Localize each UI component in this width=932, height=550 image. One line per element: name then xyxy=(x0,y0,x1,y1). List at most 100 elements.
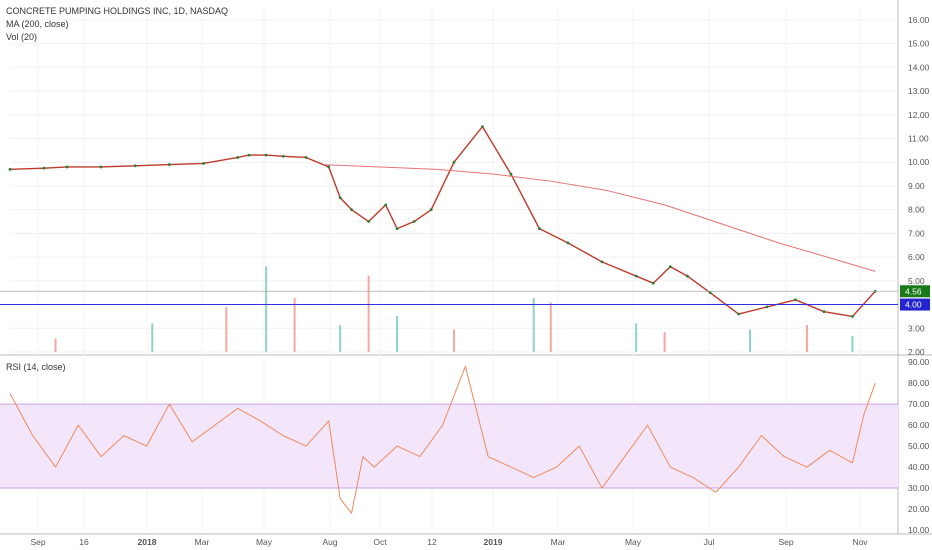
x-tick-label: Jul xyxy=(704,537,715,547)
price-point xyxy=(133,164,137,168)
ma-200-line xyxy=(323,164,876,272)
volume-bars xyxy=(54,266,854,352)
volume-bar xyxy=(54,338,57,352)
price-point xyxy=(327,165,331,169)
price-tick-label: 12.00 xyxy=(908,110,930,120)
price-point xyxy=(822,310,826,314)
volume-bar xyxy=(265,266,268,352)
price-tick-label: 5.00 xyxy=(908,276,925,286)
price-point xyxy=(264,153,268,157)
rsi-tick-label: 10.00 xyxy=(908,525,930,535)
price-point xyxy=(367,220,371,223)
x-tick-label: Oct xyxy=(373,537,387,547)
price-point xyxy=(247,153,251,157)
price-tick-label: 16.00 xyxy=(908,15,930,25)
volume-bar xyxy=(663,332,666,352)
x-tick-label: Mar xyxy=(195,537,210,547)
price-tick-label: 6.00 xyxy=(908,252,925,262)
price-tick-label: 15.00 xyxy=(908,39,930,49)
rsi-tick-label: 90.00 xyxy=(908,357,930,367)
series-lines xyxy=(0,125,898,514)
price-badge xyxy=(900,298,930,311)
price-point xyxy=(429,208,433,212)
rsi-tick-label: 70.00 xyxy=(908,399,930,409)
price-point xyxy=(481,125,484,129)
ma-indicator-label[interactable]: MA (200, close) xyxy=(6,19,69,29)
volume-bar xyxy=(339,325,342,352)
volume-bar xyxy=(367,275,370,352)
price-point xyxy=(668,265,672,268)
volume-bar xyxy=(851,335,854,352)
x-tick-label: Mar xyxy=(551,537,566,547)
price-tick-label: 9.00 xyxy=(908,181,925,191)
rsi-band-layer xyxy=(0,403,898,489)
volume-bar xyxy=(396,316,399,352)
price-point xyxy=(537,227,541,231)
price-point xyxy=(8,167,12,171)
x-tick-label: 2019 xyxy=(484,537,503,547)
rsi-band xyxy=(0,404,898,489)
x-tick-label: Aug xyxy=(322,537,337,547)
x-tick-label: 12 xyxy=(427,537,437,547)
rsi-tick-label: 30.00 xyxy=(908,483,930,493)
price-point xyxy=(765,305,769,309)
price-point xyxy=(236,156,240,159)
price-point xyxy=(708,291,712,295)
volume-bar xyxy=(805,325,808,352)
price-badge-label: 4.00 xyxy=(905,300,922,310)
axis-layer: 16.00 15.00 14.00 13.00 12.00 11.00 10.00 9.00 8… xyxy=(30,15,930,547)
volume-bar xyxy=(293,298,296,352)
volume-bar xyxy=(453,329,455,352)
price-point xyxy=(566,241,570,245)
rsi-tick-label: 20.00 xyxy=(908,504,930,514)
price-point xyxy=(685,274,689,278)
price-badge-label: 4.56 xyxy=(905,286,922,296)
price-point xyxy=(167,163,171,166)
rsi-tick-label: 40.00 xyxy=(908,462,930,472)
rsi-tick-label: 60.00 xyxy=(908,420,930,430)
volume-bar xyxy=(549,302,552,352)
vol-indicator-label[interactable]: Vol (20) xyxy=(6,32,37,42)
price-point xyxy=(634,274,638,278)
price-tick-label: 2.00 xyxy=(908,347,925,357)
price-point xyxy=(412,220,416,223)
price-point xyxy=(304,156,308,159)
rsi-indicator-label[interactable]: RSI (14, close) xyxy=(6,362,66,372)
price-series-line xyxy=(9,125,876,318)
price-tick-label: 13.00 xyxy=(908,86,930,96)
volume-bar xyxy=(151,323,154,352)
price-point xyxy=(794,298,797,302)
price-point xyxy=(42,166,46,170)
price-point xyxy=(99,165,103,169)
price-tick-label: 8.00 xyxy=(908,205,925,215)
x-tick-label: Nov xyxy=(852,537,868,547)
rsi-line xyxy=(9,365,876,514)
price-tick-label: 3.00 xyxy=(908,323,925,333)
price-point xyxy=(737,312,741,316)
price-point xyxy=(350,208,353,212)
price-tick-label: 14.00 xyxy=(908,62,930,72)
price-point xyxy=(509,172,513,176)
price-point xyxy=(851,315,854,318)
price-tick-label: 7.00 xyxy=(908,228,925,238)
price-point xyxy=(65,165,69,169)
price-point xyxy=(281,154,285,158)
price-point xyxy=(384,203,388,207)
price-point xyxy=(338,196,342,200)
x-tick-label: May xyxy=(256,537,273,547)
price-badge xyxy=(900,285,930,298)
x-tick-label: Sep xyxy=(778,537,793,547)
x-tick-label: Sep xyxy=(30,537,45,547)
price-point xyxy=(395,227,399,231)
x-tick-label: May xyxy=(625,537,642,547)
chart-title: CONCRETE PUMPING HOLDINGS INC, 1D, NASDA… xyxy=(6,6,228,16)
x-tick-label: 16 xyxy=(79,537,89,547)
volume-bar xyxy=(532,298,535,352)
price-point xyxy=(202,161,205,165)
price-tick-label: 10.00 xyxy=(908,157,930,167)
price-point xyxy=(452,160,456,164)
x-tick-label: 2018 xyxy=(138,537,157,547)
rsi-tick-label: 50.00 xyxy=(908,441,930,451)
volume-bar xyxy=(635,323,638,352)
